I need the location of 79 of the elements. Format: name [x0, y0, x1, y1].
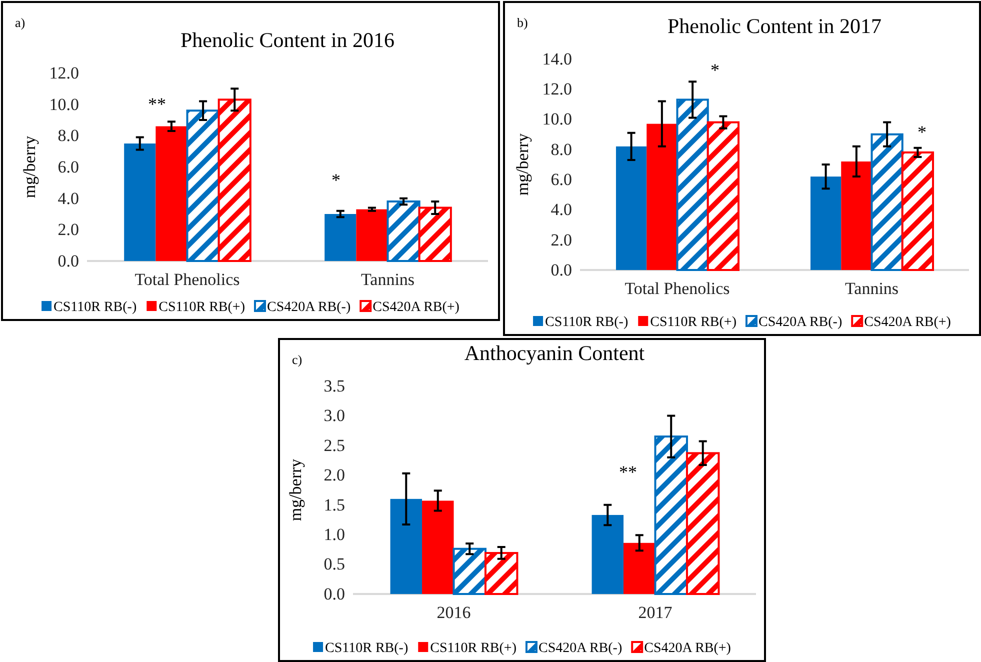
- y-tick-label: 0.0: [550, 260, 572, 280]
- bar: [646, 124, 678, 270]
- legend-label: CS110R RB(-): [545, 315, 628, 330]
- bar: [654, 436, 688, 595]
- bar: [356, 209, 388, 261]
- chart-title: Phenolic Content in 2017: [667, 14, 882, 38]
- x-tick-label: Total Phenolics: [134, 270, 240, 290]
- chart-title: Anthocyanin Content: [464, 341, 645, 365]
- y-tick-label: 14.0: [542, 49, 572, 68]
- bar: [841, 161, 872, 270]
- y-tick-label: 3.5: [324, 376, 345, 396]
- legend-label: CS110R RB(-): [54, 300, 137, 315]
- y-axis-title: mg/berry: [513, 132, 532, 196]
- x-tick-label: Total Phenolics: [624, 279, 730, 298]
- legend-label: CS420A RB(+): [644, 641, 732, 656]
- y-tick-label: 0.0: [324, 584, 345, 604]
- y-tick-label: 0.0: [58, 251, 79, 270]
- legend-label: CS110R RB(+): [158, 300, 246, 315]
- y-tick-label: 12.0: [542, 80, 572, 99]
- y-tick-label: 2.5: [324, 436, 345, 455]
- y-tick-label: 6.0: [58, 157, 79, 176]
- text: a): [15, 15, 26, 30]
- legend-label: CS420A RB(-): [266, 300, 351, 315]
- legend-label: CS110R RB(-): [325, 641, 408, 656]
- bar: [156, 126, 188, 261]
- bar: [452, 548, 486, 595]
- x-tick-label: Tannins: [360, 270, 415, 290]
- text: b): [517, 15, 528, 30]
- annotation: *: [710, 60, 720, 80]
- bar: [390, 498, 422, 594]
- bar: [422, 500, 454, 594]
- y-tick-label: 10.0: [542, 110, 572, 129]
- y-tick-label: 2.0: [550, 230, 572, 250]
- y-tick-label: 10.0: [49, 94, 79, 114]
- y-tick-label: 4.0: [58, 188, 79, 208]
- bar: [124, 144, 156, 261]
- bar: [218, 98, 252, 262]
- bar: [686, 452, 720, 595]
- y-tick-label: 8.0: [550, 140, 572, 159]
- bar: [706, 121, 740, 271]
- legend-label: CS110R RB(+): [650, 315, 737, 330]
- y-tick-label: 0.5: [324, 554, 345, 574]
- bar: [676, 98, 709, 271]
- annotation: **: [619, 462, 637, 482]
- y-tick-label: 8.0: [58, 126, 79, 146]
- annotation: *: [918, 122, 926, 142]
- bar: [324, 214, 356, 261]
- bar: [592, 514, 624, 594]
- bar: [624, 542, 656, 594]
- legend-label: CS420A RB(+): [372, 300, 460, 315]
- y-tick-label: 1.5: [324, 495, 345, 514]
- bar: [186, 110, 220, 262]
- legend-label: CS420A RB(+): [864, 315, 952, 330]
- y-tick-label: 12.0: [49, 63, 79, 82]
- bar: [901, 151, 934, 271]
- y-axis-title: mg/berry: [286, 458, 305, 522]
- y-tick-label: 6.0: [550, 170, 572, 190]
- y-tick-label: 1.0: [324, 525, 345, 544]
- bar: [810, 176, 842, 270]
- y-tick-label: 2.0: [324, 466, 345, 485]
- y-tick-label: 2.0: [58, 220, 79, 240]
- y-tick-label: 4.0: [550, 200, 572, 220]
- legend-label: CS110R RB(+): [430, 641, 517, 656]
- annotation: **: [148, 94, 166, 114]
- bar: [616, 146, 647, 270]
- annotation: *: [332, 170, 340, 190]
- bar: [484, 552, 518, 595]
- legend-label: CS420A RB(-): [758, 315, 842, 330]
- text: c): [292, 352, 302, 367]
- x-tick-label: 2016: [436, 603, 471, 622]
- y-axis-title: mg/berry: [20, 135, 39, 198]
- y-tick-label: 3.0: [324, 406, 345, 426]
- x-tick-label: Tannins: [844, 279, 899, 298]
- bar: [870, 133, 904, 271]
- x-tick-label: 2017: [638, 603, 673, 622]
- legend-label: CS420A RB(-): [538, 641, 622, 656]
- chart-title: Phenolic Content in 2016: [180, 28, 395, 52]
- bar: [418, 206, 452, 262]
- bar: [386, 200, 420, 262]
